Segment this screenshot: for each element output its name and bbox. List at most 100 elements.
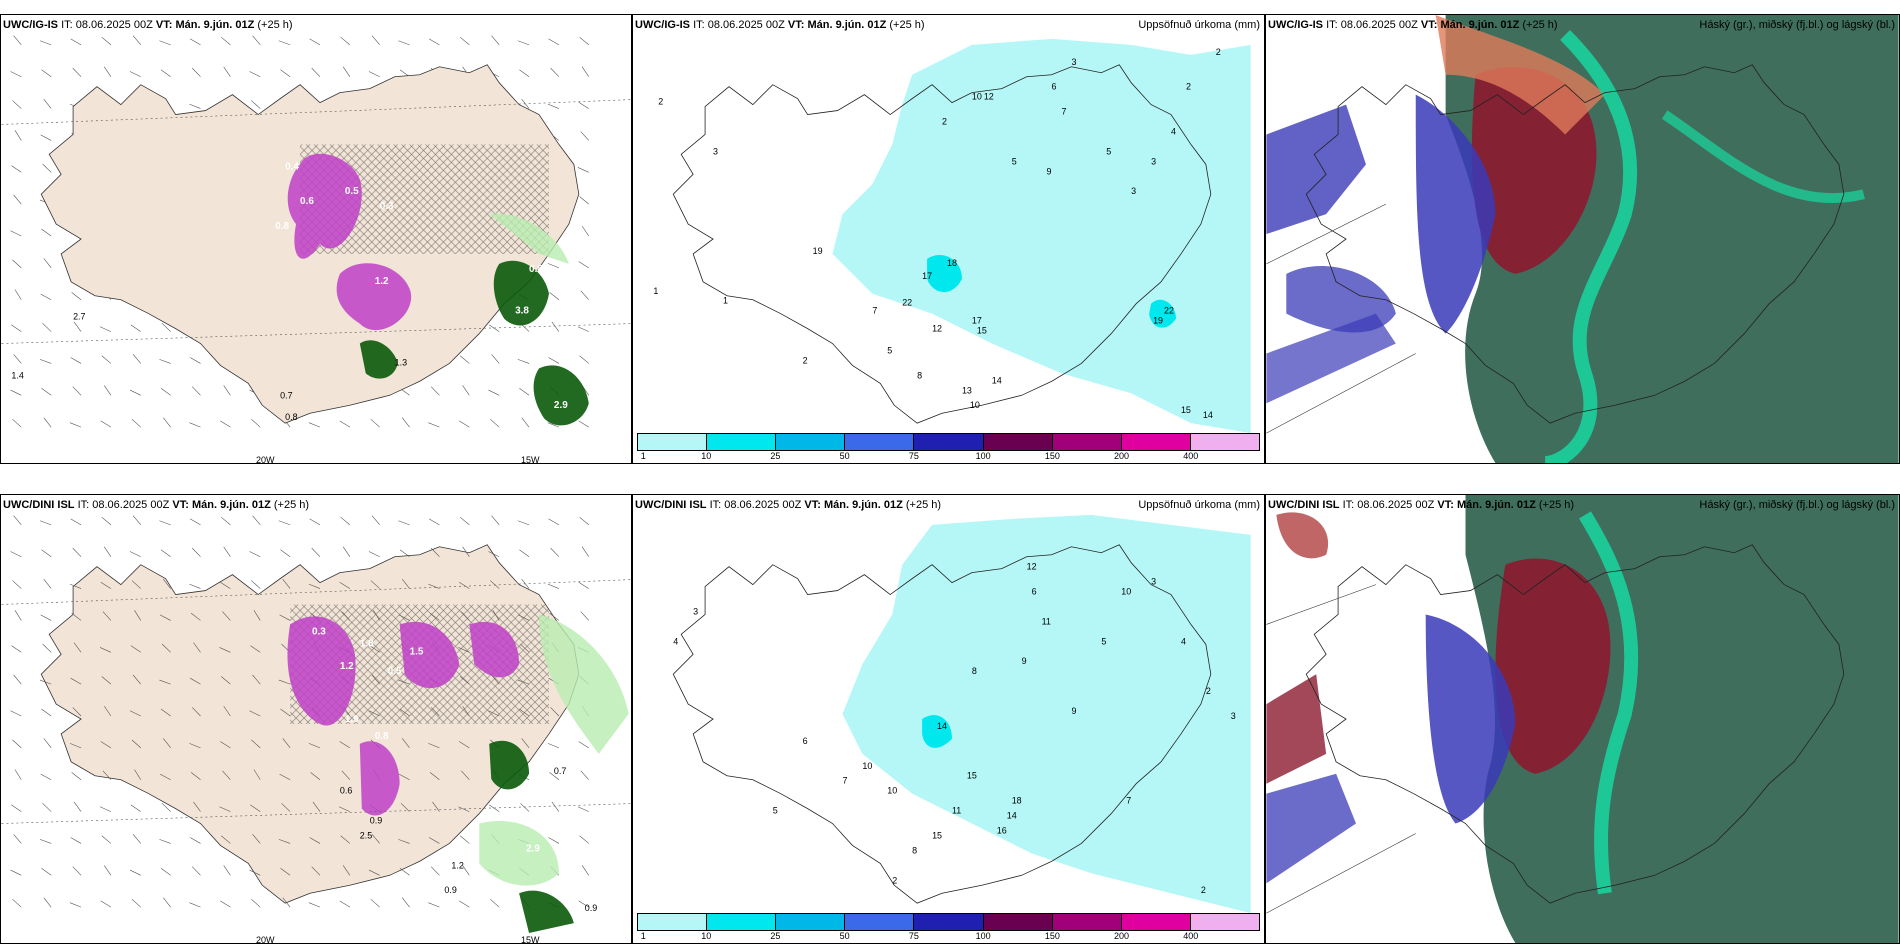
svg-text:6: 6: [803, 736, 808, 746]
wind-barb: [130, 645, 141, 653]
wind-barb: [160, 69, 171, 77]
svg-text:1.3: 1.3: [395, 357, 407, 367]
wind-barb: [579, 196, 589, 205]
wind-barb: [280, 708, 291, 717]
wind-barb: [10, 869, 22, 876]
wind-barb: [400, 803, 410, 812]
wind-barb: [71, 612, 82, 621]
wind-barb: [578, 101, 589, 109]
svg-text:5: 5: [1106, 146, 1111, 156]
wind-barb: [581, 865, 590, 876]
wind-precip-map: 0.4 0.6 0.8 1.2 0.5 0.3 0.7 0.8 1.3 2.7 …: [1, 35, 631, 428]
wind-barb: [519, 388, 530, 396]
panel-variable-title: Uppsöfnuð úrkoma (mm): [1138, 19, 1260, 31]
wind-barb: [13, 674, 22, 685]
wind-barb: [42, 163, 52, 173]
wind-barb: [39, 520, 52, 526]
wind-barb: [547, 583, 560, 589]
low-cloud-area: [1425, 614, 1516, 824]
wind-barb: [370, 898, 380, 908]
wind-barb: [278, 839, 291, 844]
wind-barb: [11, 645, 22, 653]
svg-text:1: 1: [653, 286, 658, 296]
svg-text:12: 12: [1027, 562, 1037, 572]
wind-barb: [398, 839, 410, 844]
svg-text:17: 17: [972, 316, 982, 326]
wind-barb: [428, 518, 440, 526]
svg-text:0.9: 0.9: [585, 903, 597, 913]
svg-text:2.9: 2.9: [526, 843, 540, 854]
svg-text:3: 3: [713, 146, 718, 156]
lon-label: 20W: [256, 455, 275, 464]
wind-barb: [13, 354, 22, 364]
wind-barb: [14, 130, 22, 141]
wind-barb: [100, 741, 112, 749]
wind-barb: [459, 36, 470, 46]
wind-barb: [132, 515, 142, 526]
colorbar-segment: [1052, 914, 1122, 930]
svg-text:2: 2: [1216, 47, 1221, 57]
wind-barb: [342, 66, 351, 77]
wind-barb: [250, 804, 261, 812]
svg-text:12: 12: [932, 324, 942, 334]
svg-text:2: 2: [658, 97, 663, 107]
wind-barb: [549, 612, 560, 621]
wind-barb: [132, 674, 142, 685]
svg-text:10: 10: [1121, 587, 1131, 597]
svg-text:9: 9: [1047, 166, 1052, 176]
wind-barb: [129, 869, 141, 876]
panel-variable-title: Háský (gr.), miðský (fj.bl.) og lágský (…: [1699, 19, 1895, 31]
wind-barb: [521, 417, 530, 428]
precip-light-area: [842, 514, 1251, 914]
precip-map: 12 10 6 8 11 9 14 15 15 16 14 18 10 11 7…: [672, 514, 1251, 914]
wind-barb: [459, 741, 470, 749]
wind-values: 0.3 1.8 1.5 1.2 0.5 1.9 0.8 0.6 0.9 2.5 …: [312, 626, 597, 913]
wind-barb: [70, 518, 82, 526]
wind-barb: [280, 69, 291, 77]
colorbar-tick-label: 100: [975, 451, 991, 461]
wind-barb: [580, 131, 590, 141]
wind-barb: [579, 36, 589, 46]
svg-text:8: 8: [912, 845, 917, 855]
wind-barb: [548, 38, 560, 46]
wind-barb: [43, 897, 52, 908]
wind-barb: [521, 738, 530, 749]
wind-barb: [39, 839, 52, 844]
wind-barb: [249, 869, 261, 876]
wind-barb: [102, 770, 112, 780]
wind-barb: [43, 578, 52, 589]
svg-text:10: 10: [887, 786, 897, 796]
wind-barb: [159, 40, 171, 46]
wind-barb: [12, 259, 22, 269]
wind-barb: [581, 66, 590, 77]
wind-barb: [432, 801, 440, 812]
map-panel-top-right: UWC/IG-IS IT: 08.06.2025 00Z VT: Mán. 9.…: [1265, 14, 1900, 464]
wind-barb: [462, 865, 470, 876]
wind-barb: [312, 801, 321, 812]
wind-barb: [10, 389, 22, 396]
wind-barb: [159, 614, 171, 621]
svg-text:15: 15: [932, 830, 942, 840]
wind-barb: [100, 900, 112, 908]
wind-barb: [491, 515, 500, 526]
wind-barb: [69, 583, 82, 589]
wind-barb: [12, 580, 22, 589]
wind-barb: [280, 549, 291, 557]
wind-barb: [430, 547, 440, 557]
wind-barb: [371, 35, 380, 46]
svg-text:7: 7: [1126, 796, 1131, 806]
wind-barb: [251, 100, 261, 109]
wind-barb: [282, 578, 291, 589]
wind-barb: [549, 772, 560, 780]
wind-barb: [131, 739, 141, 749]
svg-text:6: 6: [1032, 587, 1037, 597]
wind-barb: [103, 385, 112, 396]
panel-title: UWC/DINI ISL IT: 08.06.2025 00Z VT: Mán.…: [3, 499, 310, 511]
svg-text:3: 3: [1231, 711, 1236, 721]
svg-text:10: 10: [970, 400, 980, 410]
lon-label: 15W: [521, 935, 540, 944]
wind-barb: [219, 806, 231, 812]
wind-barb: [278, 40, 291, 46]
wind-barb: [550, 67, 560, 77]
wind-barb: [251, 580, 261, 589]
